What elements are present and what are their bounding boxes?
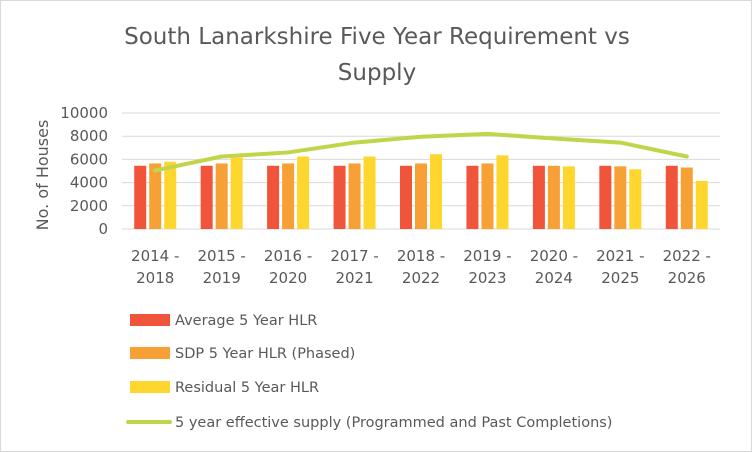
bar <box>629 169 642 229</box>
bar <box>149 163 162 229</box>
bar <box>297 156 310 229</box>
bars <box>134 154 708 229</box>
legend-swatch <box>130 347 170 359</box>
bar <box>134 165 147 229</box>
bar <box>547 165 560 229</box>
bar <box>496 155 509 229</box>
x-tick-label-line-1: 2022 - <box>663 247 711 265</box>
x-tick-label-line-1: 2014 - <box>131 247 179 265</box>
bar <box>230 157 243 229</box>
chart-title-line-2: Supply <box>338 60 416 86</box>
bar <box>680 167 693 229</box>
bar <box>400 165 412 229</box>
x-tick-label-line-1: 2016 - <box>264 247 312 265</box>
bar <box>466 165 479 229</box>
legend-label: 5 year effective supply (Programmed and … <box>175 415 612 431</box>
bar <box>348 163 361 229</box>
bar <box>430 154 442 229</box>
bar <box>164 161 177 229</box>
supply-line <box>153 131 689 173</box>
bar <box>532 165 545 229</box>
chart-title-line-1: South Lanarkshire Five Year Requirement … <box>124 24 630 50</box>
bar <box>665 165 678 229</box>
x-tick-label-line-2: 2026 <box>668 269 706 287</box>
x-tick-label-line-2: 2022 <box>402 269 440 287</box>
x-tick-label-line-2: 2021 <box>335 269 373 287</box>
x-tick-label-line-2: 2023 <box>468 269 506 287</box>
y-tick-label: 10000 <box>60 104 108 122</box>
legend-swatch <box>130 314 170 326</box>
x-tick-label-line-1: 2017 - <box>330 247 378 265</box>
x-tick-label-line-1: 2019 - <box>463 247 511 265</box>
x-tick-label-line-1: 2015 - <box>197 247 245 265</box>
bar <box>415 163 427 229</box>
bar <box>282 163 295 229</box>
bar <box>562 166 575 229</box>
y-tick-labels: 0 2000 4000 6000 8000 10000 <box>60 104 108 238</box>
legend-label: Average 5 Year HLR <box>175 313 317 329</box>
bar <box>695 180 708 229</box>
legend-swatch <box>130 381 170 393</box>
legend-label: Residual 5 Year HLR <box>175 380 319 396</box>
bar <box>215 163 228 229</box>
y-tick-label: 4000 <box>70 174 108 192</box>
x-tick-label-line-1: 2018 - <box>397 247 445 265</box>
x-tick-label-line-2: 2020 <box>269 269 307 287</box>
y-tick-label: 0 <box>98 220 108 238</box>
y-tick-label: 2000 <box>70 197 108 215</box>
bar <box>599 165 612 229</box>
y-axis-title: No. of Houses <box>33 120 52 231</box>
bar <box>333 165 346 229</box>
supply-series-line <box>153 131 689 173</box>
x-tick-label-line-2: 2018 <box>136 269 174 287</box>
x-tick-labels: 2014 - 2018 2015 - 2019 2016 - 2020 2017 - 2021… <box>131 247 711 287</box>
y-tick-label: 8000 <box>70 127 108 145</box>
bar <box>200 165 213 229</box>
y-tick-label: 6000 <box>70 150 108 168</box>
x-tick-label-line-2: 2019 <box>203 269 241 287</box>
bar <box>481 163 494 229</box>
x-tick-label-line-1: 2020 - <box>530 247 578 265</box>
legend: Average 5 Year HLR SDP 5 Year HLR (Phased… <box>126 313 612 431</box>
legend-label: SDP 5 Year HLR (Phased) <box>175 346 355 362</box>
bar <box>267 165 280 229</box>
x-tick-label-line-2: 2025 <box>601 269 639 287</box>
bar <box>614 166 627 229</box>
x-tick-label-line-2: 2024 <box>535 269 573 287</box>
bar <box>363 156 376 229</box>
x-tick-label-line-1: 2021 - <box>596 247 644 265</box>
